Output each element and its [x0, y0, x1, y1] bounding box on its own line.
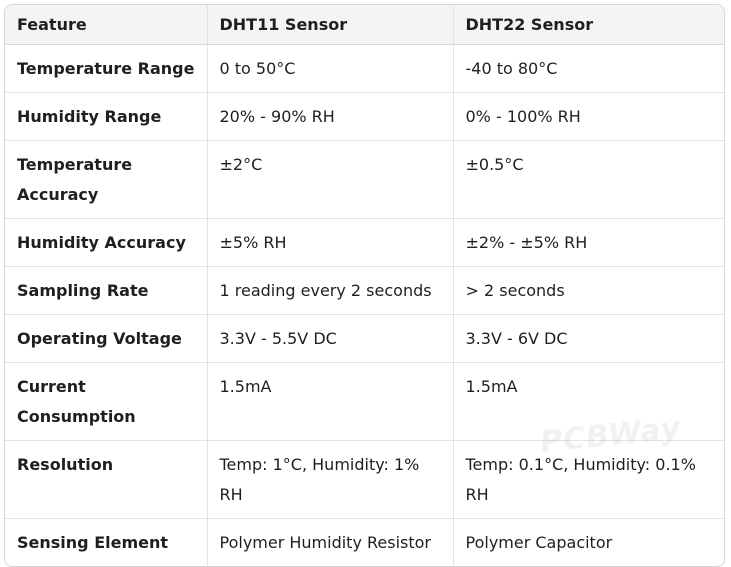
feature-cell: Temperature Accuracy: [5, 140, 208, 219]
dht22-cell: -40 to 80°C: [453, 44, 724, 93]
table-row: Current Consumption 1.5mA 1.5mA: [5, 362, 724, 441]
feature-cell: Sensing Element: [5, 518, 208, 566]
dht22-cell: 1.5mA: [453, 362, 724, 441]
comparison-table-container: Feature DHT11 Sensor DHT22 Sensor Temper…: [4, 4, 725, 567]
dht22-cell: > 2 seconds: [453, 266, 724, 315]
dht11-cell: ±5% RH: [207, 218, 454, 267]
dht11-cell: 20% - 90% RH: [207, 92, 454, 141]
header-dht22: DHT22 Sensor: [453, 5, 724, 45]
feature-cell: Current Consumption: [5, 362, 208, 441]
table-row: Temperature Accuracy ±2°C ±0.5°C: [5, 140, 724, 219]
table-row: Humidity Accuracy ±5% RH ±2% - ±5% RH: [5, 218, 724, 267]
header-row: Feature DHT11 Sensor DHT22 Sensor: [5, 5, 724, 45]
dht11-cell: Temp: 1°C, Humidity: 1% RH: [207, 440, 454, 519]
table-body: Temperature Range 0 to 50°C -40 to 80°C …: [5, 44, 724, 566]
comparison-table: Feature DHT11 Sensor DHT22 Sensor Temper…: [5, 5, 724, 566]
dht11-cell: 3.3V - 5.5V DC: [207, 314, 454, 363]
dht22-cell: 0% - 100% RH: [453, 92, 724, 141]
table-row: Resolution Temp: 1°C, Humidity: 1% RH Te…: [5, 440, 724, 519]
table-row: Sensing Element Polymer Humidity Resisto…: [5, 518, 724, 566]
feature-cell: Temperature Range: [5, 44, 208, 93]
header-dht11: DHT11 Sensor: [207, 5, 454, 45]
table-header: Feature DHT11 Sensor DHT22 Sensor: [5, 5, 724, 45]
dht11-cell: 1 reading every 2 seconds: [207, 266, 454, 315]
feature-cell: Sampling Rate: [5, 266, 208, 315]
dht22-cell: ±2% - ±5% RH: [453, 218, 724, 267]
dht11-cell: ±2°C: [207, 140, 454, 219]
dht22-cell: Polymer Capacitor: [465, 533, 613, 552]
dht11-cell: 1.5mA: [207, 362, 454, 441]
table-row: Humidity Range 20% - 90% RH 0% - 100% RH: [5, 92, 724, 141]
dht22-cell: ±0.5°C: [453, 140, 724, 219]
table-row: Temperature Range 0 to 50°C -40 to 80°C: [5, 44, 724, 93]
dht22-cell: Temp: 0.1°C, Humidity: 0.1% RH: [453, 440, 724, 519]
dht11-cell: 0 to 50°C: [207, 44, 454, 93]
header-feature: Feature: [5, 5, 208, 45]
dht11-cell: Polymer Humidity Resistor: [207, 518, 454, 566]
table-row: Sampling Rate 1 reading every 2 seconds …: [5, 266, 724, 315]
feature-cell: Resolution: [5, 440, 208, 519]
feature-cell: Humidity Range: [5, 92, 208, 141]
feature-cell: Humidity Accuracy: [5, 218, 208, 267]
feature-cell: Operating Voltage: [5, 314, 208, 363]
table-row: Operating Voltage 3.3V - 5.5V DC 3.3V - …: [5, 314, 724, 363]
dht22-cell: 3.3V - 6V DC: [453, 314, 724, 363]
